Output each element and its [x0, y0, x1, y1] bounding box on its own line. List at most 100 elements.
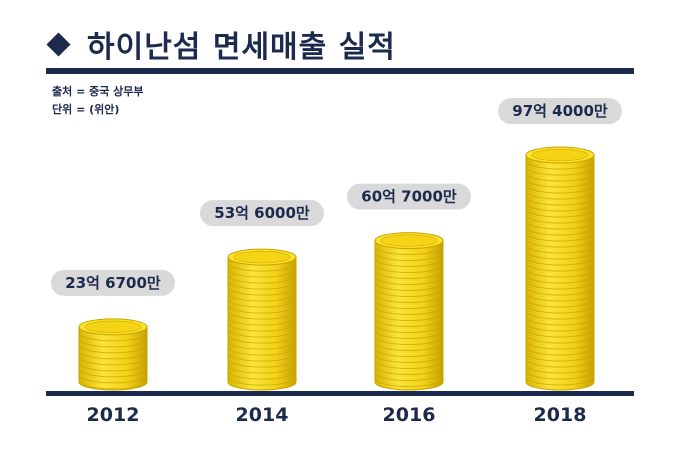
coin-edge-line [525, 274, 595, 284]
coin-edge-line [525, 184, 595, 194]
coin-edge-line [78, 338, 148, 348]
coin-stack-2018 [525, 146, 595, 391]
coin-edge-line [525, 202, 595, 212]
coin-edge-line [227, 281, 297, 290]
coin-edge-line [525, 364, 595, 374]
coin-edge-line [525, 238, 595, 248]
x-tick-label: 2012 [87, 404, 140, 426]
coin-edge-line [227, 305, 297, 314]
coin-edge-line [374, 246, 444, 256]
coin-edge-line [227, 329, 297, 338]
coin-top-inner [531, 148, 589, 162]
coin-edge-line [525, 190, 595, 200]
coin-edge-line [374, 312, 444, 322]
coin-edge-line [78, 374, 148, 384]
bar-body [374, 240, 444, 391]
x-axis-baseline [46, 391, 634, 396]
coin-edge-line [525, 250, 595, 260]
bar-body [227, 256, 297, 391]
coin-edge-line [374, 366, 444, 376]
coin-edge-line [525, 166, 595, 176]
coin-edge-line [525, 316, 595, 326]
value-label: 60억 7000만 [361, 188, 457, 206]
coin-edge-line [525, 172, 595, 182]
coin-edge-line [227, 263, 297, 272]
coin-edge-line [525, 208, 595, 218]
coin-edge-line [374, 318, 444, 328]
coin-edge-line [374, 270, 444, 280]
coin-edge-line [78, 332, 148, 342]
value-label-pill [200, 200, 324, 227]
coin-edge-line [374, 360, 444, 370]
coin-edge-line [525, 370, 595, 380]
coin-edge-line [227, 323, 297, 332]
coin-edge-line [227, 335, 297, 344]
coin-edge-line [525, 214, 595, 224]
coin-edge-line [227, 341, 297, 350]
coin-edge-line [374, 324, 444, 334]
coin-edge-line [525, 256, 595, 266]
coin-edge-line [374, 342, 444, 352]
coin-edge-line [525, 226, 595, 236]
coin-stack-2014 [227, 248, 297, 391]
coin-edge-line [525, 178, 595, 188]
coin-edge-line [525, 220, 595, 230]
value-label: 53억 6000만 [214, 204, 310, 222]
coin-edge-line [525, 262, 595, 272]
coin-edge-line [525, 244, 595, 254]
coin-edge-line [374, 276, 444, 286]
coin-edge-line [525, 268, 595, 278]
coin-edge-line [227, 293, 297, 302]
coin-edge-line [374, 252, 444, 262]
coin-edge-line [227, 311, 297, 320]
coin-edge-line [525, 352, 595, 362]
coin-edge-line [227, 359, 297, 368]
coin-edge-line [525, 310, 595, 320]
coin-edge-line [525, 292, 595, 302]
chart-notes: 출처 = 중국 상무부 단위 = (위안) [52, 83, 144, 119]
coin-edge-line [374, 348, 444, 358]
coin-edge-line [227, 353, 297, 362]
coin-edge-line [374, 330, 444, 340]
x-tick-label: 2016 [383, 404, 436, 426]
value-label: 23억 6700만 [65, 274, 161, 292]
unit-note: 단위 = (위안) [52, 103, 120, 116]
coin-edge-line [525, 160, 595, 170]
coin-edge-line [227, 317, 297, 326]
coin-stack-2012 [78, 318, 148, 391]
coin-edge-line [525, 322, 595, 332]
coin-edge-line [227, 299, 297, 308]
coin-edge-line [374, 264, 444, 274]
coin-edge-line [374, 294, 444, 304]
coin-edge-line [525, 232, 595, 242]
coin-top-inner [380, 234, 438, 247]
coin-edge-line [374, 354, 444, 364]
coin-edge-line [227, 275, 297, 284]
coin-edge-line [374, 306, 444, 316]
coin-edge-line [78, 380, 148, 390]
value-label-pill [51, 269, 175, 296]
coin-edge-line [374, 378, 444, 388]
coin-top-inner [233, 250, 291, 264]
coin-edge-line [227, 287, 297, 296]
coin-top-inner [84, 320, 142, 334]
x-tick-label: 2018 [534, 404, 587, 426]
title-row: 하이난섬 면세매출 실적 [46, 22, 396, 66]
bar-body [525, 154, 595, 391]
title-divider [46, 68, 634, 74]
coin-edge-line [525, 196, 595, 206]
coin-edge-line [374, 258, 444, 268]
coin-edge-line [525, 286, 595, 296]
value-label: 97억 4000만 [512, 102, 608, 120]
coin-edge-line [374, 288, 444, 298]
coin-edge-line [374, 282, 444, 292]
coin-edge-line [227, 269, 297, 278]
coin-edge-line [525, 334, 595, 344]
coin-edge-line [227, 365, 297, 374]
chart-title: 하이난섬 면세매출 실적 [87, 30, 396, 65]
coin-edge-line [227, 371, 297, 380]
coin-edge-line [525, 346, 595, 356]
coin-edge-line [78, 350, 148, 360]
value-label-pill [498, 98, 622, 125]
